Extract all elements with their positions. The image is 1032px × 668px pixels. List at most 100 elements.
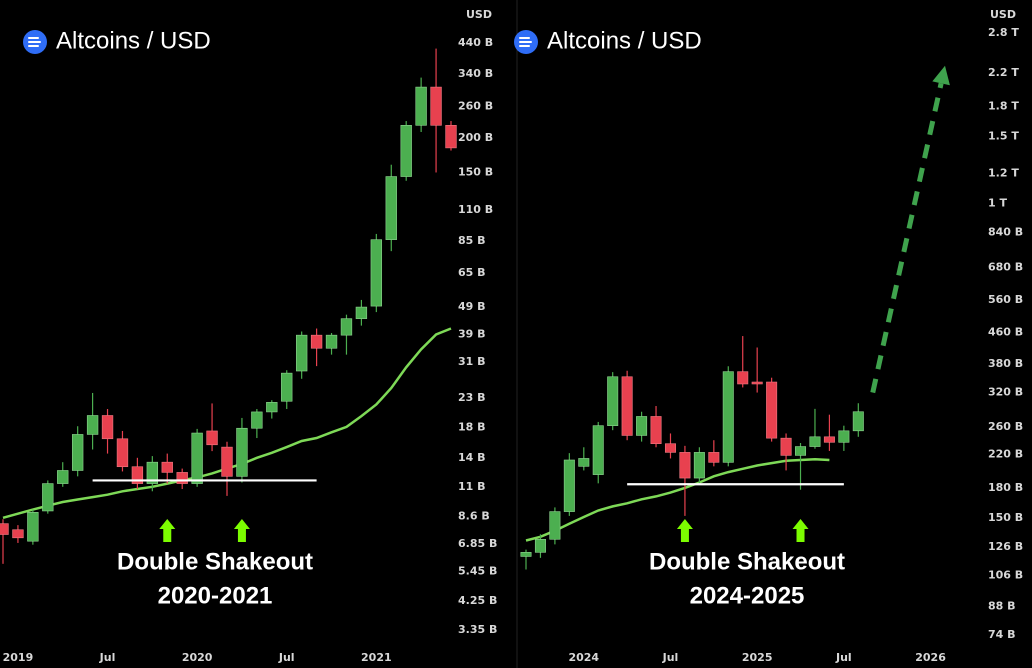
candle-body [191,432,203,484]
y-tick-label: 18 B [458,421,486,434]
y-tick-label: 680 B [988,261,1023,274]
y-tick-label: 8.6 B [458,509,490,522]
y-tick-label: 3.35 B [458,623,497,636]
candle-body [679,452,691,479]
y-tick-label: 65 B [458,266,486,279]
y-tick-label: 23 B [458,391,486,404]
candle-body [621,376,633,436]
y-tick-label: 5.45 B [458,564,497,577]
shakeout-arrow [233,519,250,542]
chart-title: Altcoins / USD [547,27,702,54]
chart-title: Altcoins / USD [56,27,211,54]
candle-body [400,125,412,177]
y-tick-label: 1.2 T [988,167,1019,180]
y-tick-label: 150 B [988,511,1023,524]
y-tick-label: 840 B [988,226,1023,239]
shakeout-arrow [159,519,176,542]
x-tick-label: 2019 [3,651,34,664]
candle-body [415,86,427,126]
y-tick-label: 320 B [988,386,1023,399]
candle-body [325,334,338,349]
candle-body [650,416,662,445]
candle-body [146,461,159,484]
y-tick-label: 49 B [458,300,486,313]
candle-body [355,306,368,319]
x-tick-label: 2026 [915,651,946,664]
candle-body [131,466,144,484]
candle-body [549,511,561,540]
candle-body [116,438,129,468]
candle-body [636,416,648,436]
candle-body [370,239,383,307]
candle-body [236,427,248,477]
y-tick-label: 150 B [458,165,493,178]
x-tick-label: Jul [835,651,852,664]
candle-body [823,436,835,443]
candle-body [0,523,9,535]
x-tick-label: 2020 [182,651,213,664]
candle-body [86,415,99,435]
y-tick-label: 4.25 B [458,594,497,607]
y-tick-label: 440 B [458,36,493,49]
y-tick-label: 260 B [988,420,1023,433]
y-tick-label: 106 B [988,569,1023,582]
y-tick-label: 6.85 B [458,537,497,550]
y-tick-label: 560 B [988,293,1023,306]
chart-panel: Altcoins / USD USD 2.8 T 2.2 T 1.8 T 1.5 T 1.2… [514,8,1023,664]
candle-body [310,334,323,349]
candle-body [708,452,720,463]
candle-body [161,461,173,473]
annotation: 2020-2021 [158,582,273,609]
candle-body [206,430,218,446]
moving-average [525,457,830,542]
y-tick-label: 31 B [458,355,486,368]
candle-body [751,381,763,385]
projection-head [932,65,950,86]
candle-body [57,470,69,484]
candle-body [852,411,864,432]
y-tick-label: 2.8 T [988,26,1019,39]
candle-body [607,376,619,426]
candle-body [737,371,749,385]
candle-body [809,436,821,447]
candle-body [251,411,263,429]
y-axis-label: USD [990,8,1016,21]
y-tick-label: 1 T [988,197,1007,210]
y-tick-label: 11 B [458,480,486,493]
y-tick-label: 380 B [988,357,1023,370]
candle-body [71,434,84,471]
annotation: Double Shakeout [117,548,313,575]
y-tick-label: 85 B [458,234,486,247]
projection-line [870,82,944,394]
y-tick-label: 460 B [988,325,1023,338]
candle-body [176,472,188,484]
candle-body [445,125,457,149]
y-tick-label: 180 B [988,481,1023,494]
candle-body [281,372,293,402]
candle-body [664,443,676,453]
candle-body [295,334,308,372]
y-tick-label: 2.2 T [988,66,1019,79]
shakeout-arrow [792,519,809,542]
y-tick-label: 74 B [988,628,1016,641]
y-axis-label: USD [466,8,492,21]
y-tick-label: 39 B [458,328,486,341]
candle-body [385,176,397,240]
candle-body [722,371,734,463]
x-tick-label: 2024 [568,651,599,664]
candle-body [534,538,546,553]
candle-body [221,446,233,477]
candle-body [340,318,353,336]
y-tick-label: 1.8 T [988,99,1019,112]
candle-body [27,512,39,542]
y-tick-label: 126 B [988,540,1023,553]
x-tick-label: Jul [99,651,116,664]
y-tick-label: 260 B [458,99,493,112]
x-tick-label: Jul [662,651,679,664]
y-tick-label: 200 B [458,131,493,144]
candle-body [766,381,778,439]
annotation: Double Shakeout [649,548,845,575]
candle-body [520,552,532,557]
